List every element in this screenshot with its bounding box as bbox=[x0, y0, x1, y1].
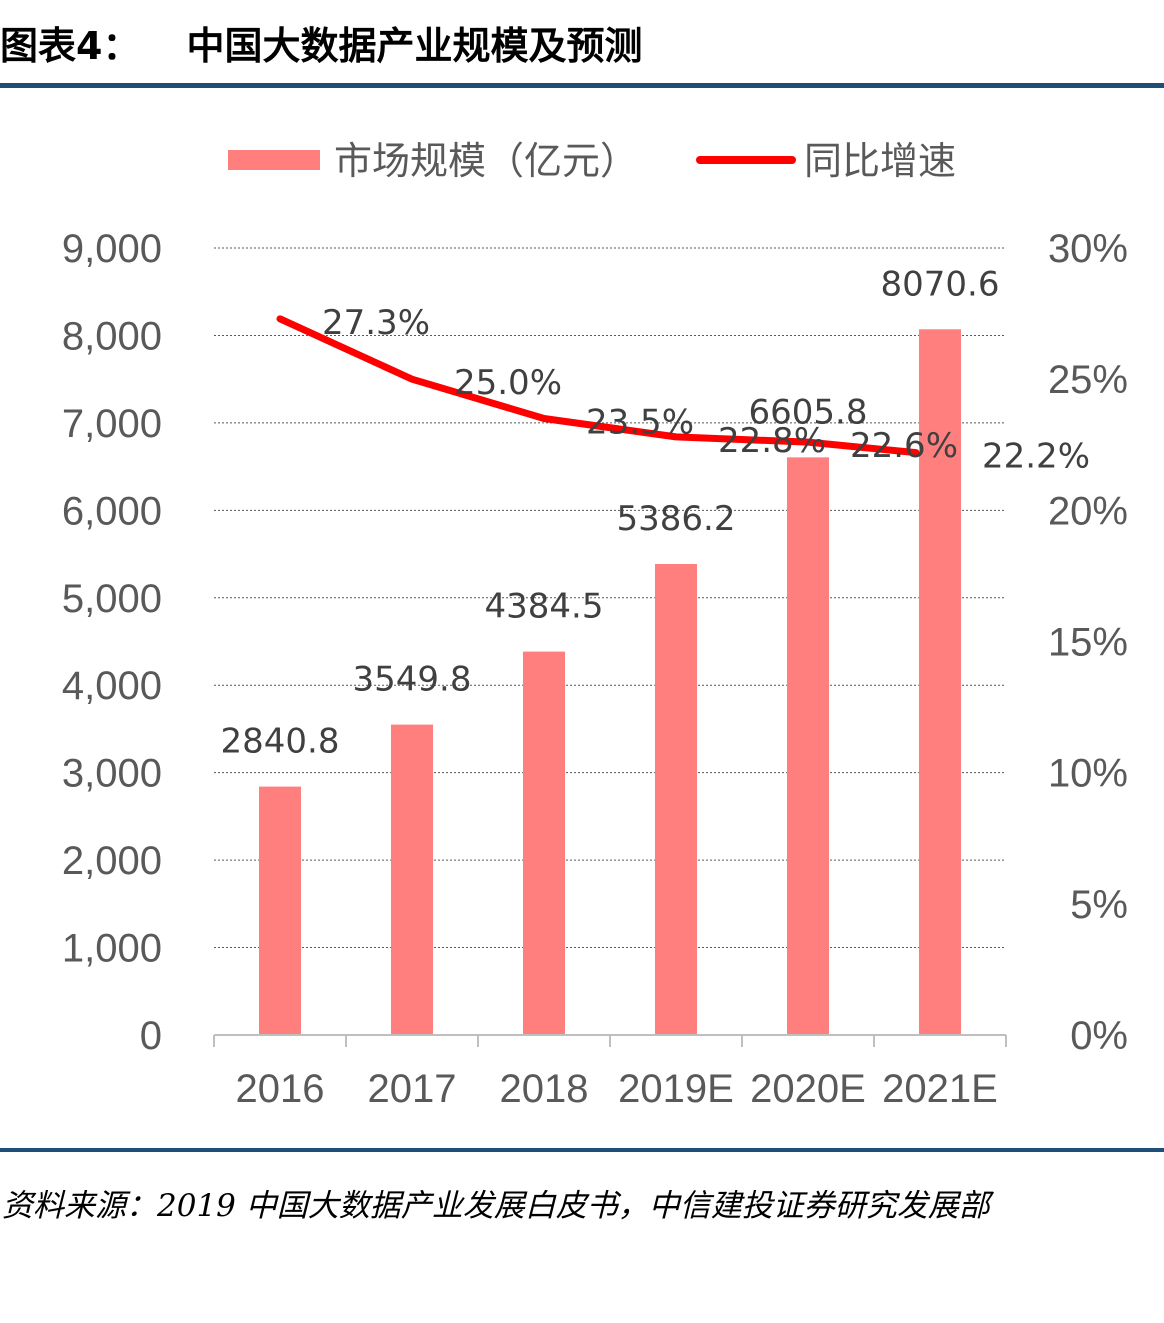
x-tick-label: 2018 bbox=[500, 1067, 589, 1111]
y-right-tick-label: 10% bbox=[1048, 752, 1128, 796]
y-right-tick-label: 0% bbox=[1070, 1014, 1128, 1058]
growth-point bbox=[807, 441, 809, 444]
growth-line bbox=[276, 315, 920, 457]
bar-value-label: 5386.2 bbox=[617, 499, 736, 539]
legend: 市场规模（亿元） 同比增速 bbox=[228, 139, 956, 183]
x-tick-label: 2021E bbox=[882, 1067, 998, 1111]
growth-line-path bbox=[276, 315, 920, 457]
growth-value-label: 23.5% bbox=[586, 403, 694, 443]
bar bbox=[787, 457, 829, 1035]
bar-value-label: 4384.5 bbox=[485, 587, 604, 627]
y-left-tick-label: 7,000 bbox=[62, 402, 162, 446]
y-right-tick-label: 5% bbox=[1070, 883, 1128, 927]
bar bbox=[259, 786, 301, 1035]
figure-title-text: 中国大数据产业规模及预测 bbox=[186, 24, 643, 68]
bottom-rule bbox=[0, 1148, 1164, 1152]
figure-number: 图表4： bbox=[0, 24, 141, 68]
growth-value-label: 27.3% bbox=[322, 303, 430, 343]
growth-point bbox=[915, 451, 917, 454]
data-labels: 2840.8 3549.8 4384.5 5386.2 6605.8 8070.6 27.3… bbox=[221, 264, 1090, 761]
x-tick-label: 2019E bbox=[618, 1067, 734, 1111]
growth-value-label: 25.0% bbox=[454, 363, 562, 403]
bar-value-label: 6605.8 bbox=[749, 392, 868, 432]
y-left-tick-label: 8,000 bbox=[62, 314, 162, 358]
y-left-tick-label: 6,000 bbox=[62, 489, 162, 533]
legend-label-line: 同比增速 bbox=[804, 139, 956, 183]
bar-value-label: 2840.8 bbox=[221, 722, 340, 762]
bars bbox=[259, 329, 961, 1035]
top-rule bbox=[0, 83, 1164, 88]
source-note: 资料来源：2019 中国大数据产业发展白皮书，中信建投证券研究发展部 bbox=[2, 1188, 990, 1224]
x-tick-label: 2020E bbox=[750, 1067, 866, 1111]
y-left-tick-label: 5,000 bbox=[62, 577, 162, 621]
y-right-tick-label: 15% bbox=[1048, 621, 1128, 665]
bar bbox=[919, 329, 961, 1035]
y-left-tick-label: 4,000 bbox=[62, 664, 162, 708]
figure-title: 图表4： 中国大数据产业规模及预测 bbox=[0, 18, 1164, 74]
growth-point bbox=[675, 435, 677, 438]
bar-value-label: 8070.6 bbox=[881, 264, 1000, 304]
gridlines bbox=[214, 247, 1006, 949]
y-left-tick-label: 3,000 bbox=[62, 752, 162, 796]
growth-point bbox=[279, 317, 281, 320]
y-right-tick-label: 30% bbox=[1048, 227, 1128, 271]
x-tick-label: 2017 bbox=[368, 1067, 457, 1111]
y-left-tick-label: 1,000 bbox=[62, 927, 162, 971]
x-tick-label: 2016 bbox=[236, 1067, 325, 1111]
bar-value-label: 3549.8 bbox=[353, 660, 472, 700]
bar bbox=[391, 724, 433, 1035]
growth-point bbox=[411, 378, 413, 381]
y-right-tick-label: 25% bbox=[1048, 358, 1128, 402]
y-left-tick-label: 0 bbox=[140, 1014, 162, 1058]
bar bbox=[523, 651, 565, 1035]
axes: 0 1,000 2,000 3,000 4,000 5,000 6,000 7,000 8,00… bbox=[62, 227, 1128, 1111]
y-right-tick-label: 20% bbox=[1048, 489, 1128, 533]
y-left-tick-label: 9,000 bbox=[62, 227, 162, 271]
growth-value-label: 22.8% bbox=[718, 421, 826, 461]
legend-swatch-bar bbox=[228, 150, 320, 170]
bar bbox=[655, 564, 697, 1035]
growth-value-label: 22.2% bbox=[982, 437, 1090, 477]
growth-value-label: 22.6% bbox=[850, 426, 958, 466]
y-left-tick-label: 2,000 bbox=[62, 839, 162, 883]
growth-point bbox=[543, 417, 545, 420]
legend-label-bar: 市场规模（亿元） bbox=[334, 139, 638, 183]
